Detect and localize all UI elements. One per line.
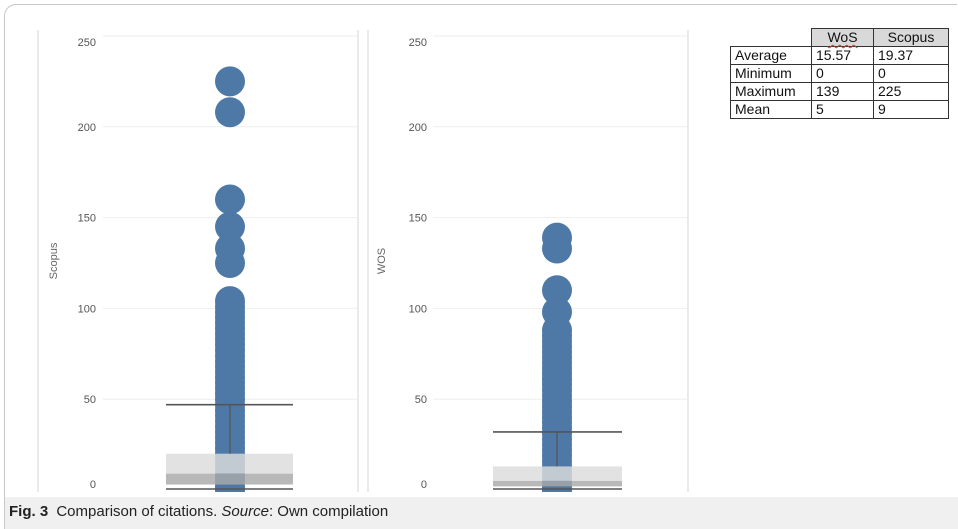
table-header-row: WoS Scopus: [730, 28, 949, 47]
y-tick-label: 200: [409, 122, 427, 134]
wos-panel: 0 50 100 150 200 250 WOS: [367, 30, 689, 492]
table-header-cell: WoS: [811, 28, 874, 47]
table-cell: 5: [811, 100, 874, 119]
y-tick-label: 50: [84, 394, 96, 406]
table-cell: 0: [811, 64, 874, 83]
table-row-label: Minimum: [730, 64, 812, 83]
y-tick-label: 250: [409, 37, 427, 49]
statistics-table: WoS Scopus Average 15.57 19.37 Minimum 0…: [730, 28, 949, 119]
data-point: [542, 233, 572, 264]
data-point: [215, 248, 245, 278]
caption-source-text: : Own compilation: [268, 503, 389, 520]
table-header-cell: Scopus: [873, 28, 949, 47]
y-axis-label: Scopus: [48, 242, 60, 279]
table-cell: 15.57: [811, 46, 874, 65]
y-tick-label: 100: [78, 303, 96, 315]
table-row: Mean 5 9: [730, 100, 949, 119]
y-tick-label: 150: [409, 213, 427, 225]
table-cell: 9: [873, 100, 949, 119]
table-row: Maximum 139 225: [730, 82, 949, 101]
table-cell: 225: [873, 82, 949, 101]
box-lower-half: [166, 473, 293, 485]
y-tick-label: 100: [409, 303, 427, 315]
table-cell: 19.37: [873, 46, 949, 65]
y-tick-label: 0: [421, 479, 427, 491]
y-axis-label: WOS: [376, 248, 388, 274]
box-upper-half: [166, 453, 293, 474]
data-point: [215, 66, 245, 97]
table-cell: 0: [873, 64, 949, 83]
table-cell: 139: [811, 82, 874, 101]
caption-source-label: Source: [221, 503, 269, 520]
box-plot-chart: 0 50 100 150 200 250 Scopus 0 50 100 150 200 250 WOS: [37, 30, 689, 492]
data-point: [215, 97, 245, 128]
data-point: [215, 184, 245, 215]
scopus-panel: 0 50 100 150 200 250 Scopus: [37, 30, 359, 492]
data-point: [542, 275, 572, 306]
y-tick-label: 0: [90, 479, 96, 491]
table-row-label: Mean: [730, 100, 812, 119]
table-row-label: Average: [730, 46, 812, 65]
data-points: [542, 222, 572, 492]
caption-text: Comparison of citations.: [56, 503, 218, 520]
table-row: Average 15.57 19.37: [730, 46, 949, 65]
box-lower-half: [493, 480, 622, 487]
figure-caption: Fig. 3 Comparison of citations. Source: …: [5, 497, 958, 529]
table-row: Minimum 0 0: [730, 64, 949, 83]
y-tick-label: 50: [415, 394, 427, 406]
data-point: [215, 211, 245, 242]
table-row-label: Maximum: [730, 82, 812, 101]
box-upper-half: [493, 466, 622, 481]
y-tick-label: 250: [78, 37, 96, 49]
figure-frame: [4, 4, 957, 529]
table-header-cell: [730, 28, 812, 47]
y-tick-label: 200: [78, 122, 96, 134]
figure-label: Fig. 3: [9, 503, 49, 520]
y-tick-label: 150: [78, 213, 96, 225]
